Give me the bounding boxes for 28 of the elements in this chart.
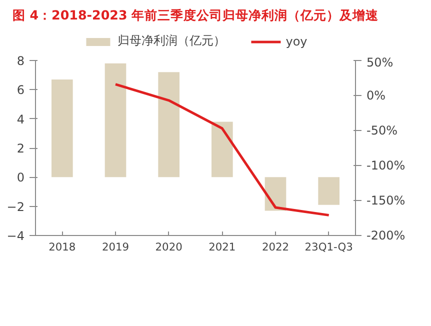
bar: [104, 63, 126, 178]
chart-title: 图 4：2018-2023 年前三季度公司归母净利润（亿元）及增速: [12, 8, 380, 22]
y-tick-label: 2: [16, 142, 25, 156]
legend-label: 归母净利润（亿元）: [118, 32, 226, 50]
y-tick-label: 8: [16, 54, 25, 68]
legend-label: yoy: [286, 34, 308, 48]
x-tick-label: 2020: [155, 240, 183, 254]
line-series: [114, 83, 330, 216]
x-tick-label: 23Q1-Q3: [304, 240, 353, 254]
x-tick-label: 2022: [262, 240, 290, 254]
y-tick-label: −2: [6, 200, 25, 214]
y2-tick-label: -200%: [366, 228, 406, 242]
x-tick-label: 2019: [102, 240, 130, 254]
bar: [52, 79, 73, 178]
bar: [212, 122, 233, 178]
y2-tick-label: -150%: [366, 194, 406, 208]
y-tick-label: −4: [6, 229, 25, 243]
y-tick-label: 0: [16, 170, 25, 185]
y2-tick-label: 0%: [366, 88, 386, 102]
y-tick-label: 4: [16, 112, 25, 126]
bar: [318, 177, 340, 205]
x-tick-label: 2018: [48, 240, 76, 254]
y2-tick-label: -50%: [366, 124, 398, 138]
y2-tick-label: -100%: [366, 158, 406, 172]
x-tick-label: 2021: [208, 240, 236, 254]
bar: [158, 72, 180, 178]
y2-tick-label: 50%: [366, 56, 394, 70]
y-tick-label: 6: [16, 83, 25, 98]
